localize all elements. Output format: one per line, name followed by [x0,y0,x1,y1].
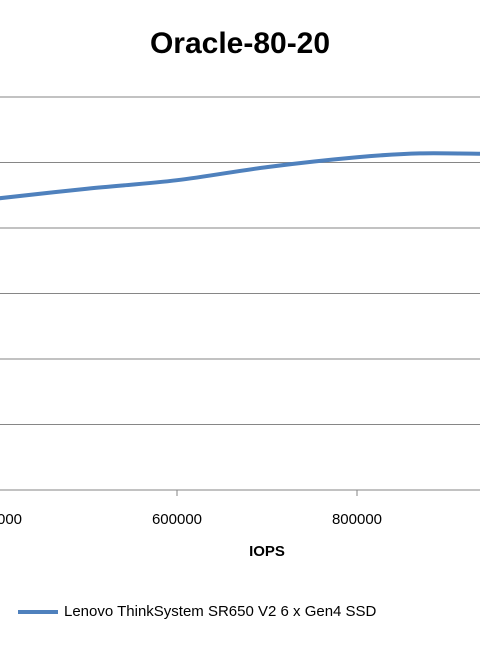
legend-label: Lenovo ThinkSystem SR650 V2 6 x Gen4 SSD [64,603,377,620]
x-tick-label: 600000 [152,511,202,528]
line-series [0,151,480,201]
x-tick-label: 800000 [332,511,382,528]
x-tick-label: 400000 [0,511,22,528]
chart-title: Oracle-80-20 [150,27,330,60]
x-axis-title: IOPS [249,543,285,560]
